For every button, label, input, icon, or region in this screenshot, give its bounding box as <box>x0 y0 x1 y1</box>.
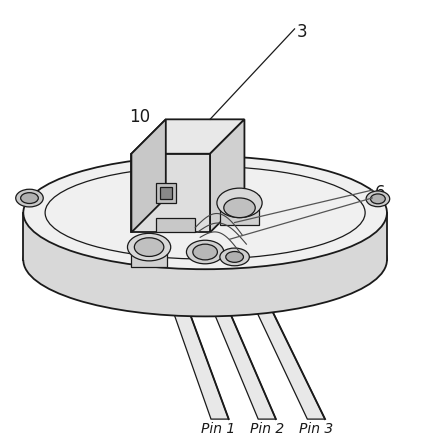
Polygon shape <box>131 242 167 267</box>
Ellipse shape <box>226 252 243 262</box>
Polygon shape <box>23 213 387 260</box>
Text: Pin 1: Pin 1 <box>201 422 235 436</box>
Ellipse shape <box>21 193 38 203</box>
Text: 3: 3 <box>296 23 307 41</box>
Polygon shape <box>168 296 229 419</box>
Ellipse shape <box>366 191 390 207</box>
Text: Pin 2: Pin 2 <box>250 422 284 436</box>
Ellipse shape <box>224 198 255 218</box>
Ellipse shape <box>16 189 43 207</box>
Ellipse shape <box>371 194 385 204</box>
Ellipse shape <box>217 188 262 218</box>
Text: 5: 5 <box>110 275 120 293</box>
Ellipse shape <box>23 156 387 269</box>
Ellipse shape <box>134 238 164 257</box>
Polygon shape <box>131 154 210 232</box>
Text: 6: 6 <box>375 184 386 202</box>
Polygon shape <box>220 195 259 224</box>
Polygon shape <box>207 296 276 419</box>
Polygon shape <box>249 296 325 419</box>
Ellipse shape <box>23 203 387 316</box>
Polygon shape <box>131 119 166 232</box>
Text: Pin 3: Pin 3 <box>299 422 333 436</box>
Ellipse shape <box>128 233 171 261</box>
Polygon shape <box>160 187 172 199</box>
Polygon shape <box>156 183 176 203</box>
Polygon shape <box>156 218 195 232</box>
Ellipse shape <box>193 244 218 260</box>
Text: 10: 10 <box>129 107 151 125</box>
Polygon shape <box>210 119 244 232</box>
Polygon shape <box>131 119 244 154</box>
Ellipse shape <box>187 240 224 264</box>
Ellipse shape <box>220 248 249 266</box>
